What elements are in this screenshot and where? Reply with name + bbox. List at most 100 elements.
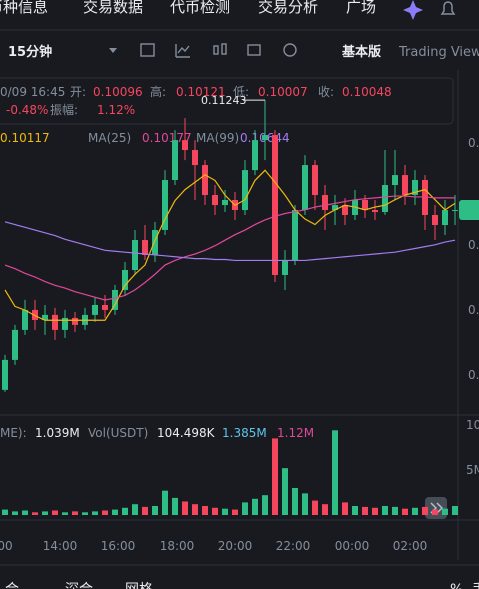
candle-time: 0/09 16:45: [0, 85, 65, 99]
volume-bar: [72, 511, 78, 515]
vol-label: ME):: [0, 426, 27, 440]
value: 0.10007: [258, 85, 308, 99]
candle-body: [342, 205, 348, 215]
value: 0.10048: [342, 85, 392, 99]
candle-body: [362, 199, 368, 211]
volume-bar: [112, 509, 118, 515]
price-axis-label: 0.: [468, 303, 479, 317]
time-label: 14:00: [43, 539, 78, 553]
volume-bar: [382, 505, 388, 515]
volume-bar: [352, 505, 358, 515]
volume-bar: [402, 508, 408, 515]
time-label: 18:00: [160, 539, 195, 553]
nav-tab[interactable]: 广场: [346, 0, 376, 16]
volume-bar: [432, 509, 438, 515]
candle-body: [392, 175, 398, 185]
candle-body: [222, 199, 228, 206]
volume-bar: [282, 468, 288, 515]
volume-bar: [322, 504, 328, 515]
candle-body: [322, 195, 328, 211]
candle-body: [242, 170, 248, 211]
candle-body: [22, 309, 28, 330]
volume-bar: [82, 512, 88, 515]
ai-icon[interactable]: [403, 0, 423, 20]
time-label: 22:00: [276, 539, 311, 553]
bottom-tab: 手: [472, 582, 479, 589]
time-label: 20:00: [218, 539, 253, 553]
volume-bar: [142, 506, 148, 515]
nav-tab[interactable]: 交易分析: [258, 0, 318, 16]
candle-body: [2, 359, 8, 390]
candle-body: [12, 329, 18, 360]
value: 0.10096: [93, 85, 143, 99]
vol-ma: 1.385M: [222, 426, 267, 440]
change: -0.48%: [6, 103, 48, 117]
bottom-tab: 合: [5, 582, 19, 589]
nav-tab[interactable]: 币种信息: [0, 0, 48, 16]
candle-body: [292, 210, 298, 260]
candle-body: [62, 317, 68, 330]
candle-body: [52, 314, 58, 330]
candle-body: [272, 135, 278, 275]
ma-value: 0.10117: [0, 131, 50, 145]
volume-bar: [92, 511, 98, 515]
volume-bar: [372, 507, 378, 515]
volume-bar: [162, 490, 168, 515]
volume-bar: [172, 497, 178, 515]
candle-body: [72, 317, 78, 325]
volume-bar: [132, 504, 138, 515]
time-label: 02:00: [393, 539, 428, 553]
volume-bar: [2, 509, 8, 515]
candle-body: [382, 185, 388, 213]
nav-tab[interactable]: 交易数据: [83, 0, 143, 16]
candle-body: [252, 140, 258, 171]
value: 1.12%: [97, 103, 135, 117]
bell-icon[interactable]: [440, 1, 456, 15]
volume-bar: [12, 511, 18, 515]
dropdown[interactable]: [109, 48, 117, 53]
ma-value: 0.10177: [142, 131, 192, 145]
volume-bar: [422, 506, 428, 515]
candle-body: [122, 270, 128, 290]
basic-mode[interactable]: 基本版: [341, 44, 381, 60]
volume-bar: [232, 509, 238, 515]
volume-bar: [242, 502, 248, 515]
tradingview-mode[interactable]: Trading View: [398, 45, 479, 60]
volume-bar: [412, 507, 418, 515]
time-label: 00:00: [335, 539, 370, 553]
value: 0.10121: [176, 85, 226, 99]
time-label: 16:00: [101, 539, 136, 553]
volume-bar: [22, 510, 28, 515]
volume-bar: [52, 510, 58, 515]
candle-body: [202, 165, 208, 196]
candle-body: [102, 304, 108, 310]
candle-body: [442, 210, 448, 226]
ma-label: MA(25): [88, 131, 131, 145]
candle-body: [412, 180, 418, 196]
candle-body: [132, 240, 138, 271]
toolbar-icons[interactable]: [140, 43, 297, 58]
candle-body: [152, 229, 158, 256]
nav-tab[interactable]: 代币检测: [170, 0, 230, 16]
volume-bar: [292, 487, 298, 515]
candle-body: [192, 150, 198, 166]
volume-bar: [252, 498, 258, 515]
volume-bar: [342, 502, 348, 515]
volume-bar: [192, 504, 198, 515]
vol-value: 1.039M: [35, 426, 80, 440]
label: 开:: [70, 85, 86, 99]
volume-bar: [152, 505, 158, 515]
bottom-tab: 网格: [125, 582, 153, 589]
candle-body: [142, 240, 148, 256]
moving-average: [4, 221, 456, 262]
volume-bar: [102, 510, 108, 515]
candle-body: [312, 165, 318, 196]
vol-value: 104.498K: [157, 426, 216, 440]
label: 高:: [150, 84, 166, 99]
price-axis-label: 0.: [468, 368, 479, 382]
volume-bar: [262, 495, 268, 515]
volume-bar: [222, 508, 228, 515]
interval[interactable]: 15分钟: [8, 44, 52, 60]
